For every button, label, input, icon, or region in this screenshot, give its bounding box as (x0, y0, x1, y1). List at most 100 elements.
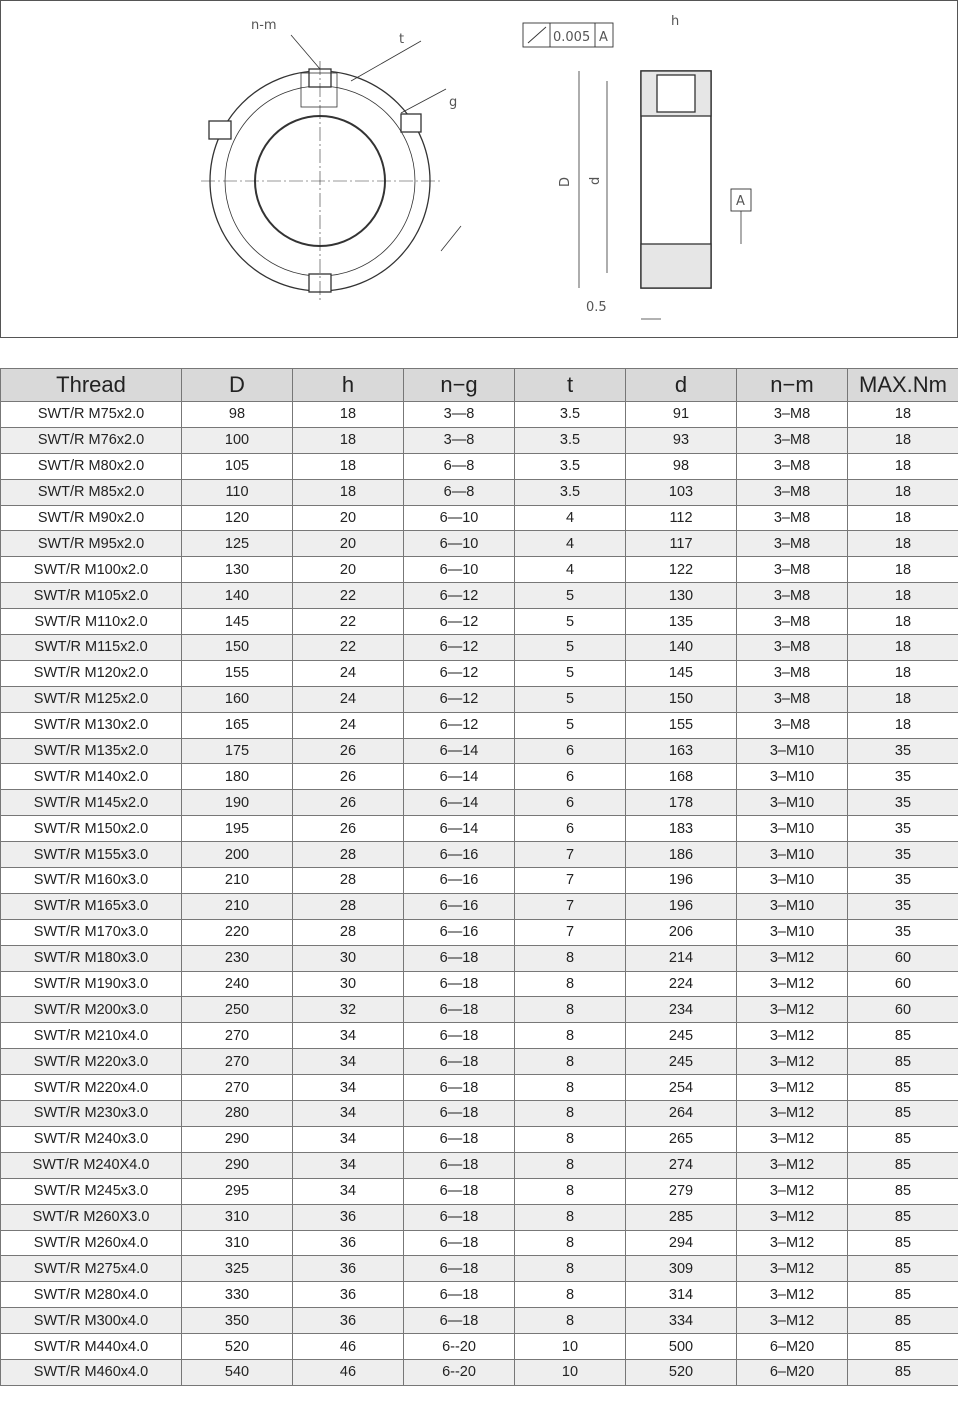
label-d: d (588, 177, 603, 185)
cell-h: 36 (292, 1307, 404, 1335)
cell-max-nm: 85 (847, 1203, 958, 1231)
cell-thread: SWT/R M280x4.0 (0, 1281, 182, 1309)
cell-thread: SWT/R M135x2.0 (0, 737, 182, 765)
table-row: SWT/R M220x4.0 270 34 6—18 8 254 3–M12 85 (0, 1074, 958, 1102)
cell-t: 10 (514, 1358, 626, 1386)
table-row: SWT/R M120x2.0 155 24 6—12 5 145 3–M8 18 (0, 659, 958, 687)
cell-D: 120 (181, 504, 293, 532)
cell-thread: SWT/R M130x2.0 (0, 711, 182, 739)
cell-thread: SWT/R M80x2.0 (0, 452, 182, 480)
column-header-h: h (292, 368, 404, 402)
cell-t: 5 (514, 659, 626, 687)
cell-t: 6 (514, 815, 626, 843)
cell-h: 26 (292, 763, 404, 791)
table-row: SWT/R M150x2.0 195 26 6—14 6 183 3–M10 35 (0, 815, 958, 843)
cell-D: 200 (181, 841, 293, 869)
cell-D: 100 (181, 426, 293, 454)
cell-max-nm: 18 (847, 685, 958, 713)
cell-d: 214 (625, 944, 737, 972)
cell-n-g: 6--20 (403, 1333, 515, 1360)
label-datum: A (599, 30, 608, 45)
cell-d: 168 (625, 763, 737, 791)
table-row: SWT/R M100x2.0 130 20 6—10 4 122 3–M8 18 (0, 556, 958, 584)
lock-nut-drawing: n-m t g 0.005 A h D d 0.5 A (201, 14, 752, 320)
cell-max-nm: 35 (847, 867, 958, 894)
cell-n-g: 6—10 (403, 504, 515, 532)
cell-thread: SWT/R M115x2.0 (0, 634, 182, 661)
cell-max-nm: 85 (847, 1048, 958, 1076)
cell-n-g: 6—18 (403, 944, 515, 972)
cell-d: 145 (625, 659, 737, 687)
cell-n-g: 6—18 (403, 1022, 515, 1050)
table-row: SWT/R M230x3.0 280 34 6—18 8 264 3–M12 85 (0, 1100, 958, 1127)
cell-D: 280 (181, 1100, 293, 1127)
cell-t: 5 (514, 685, 626, 713)
cell-thread: SWT/R M95x2.0 (0, 530, 182, 558)
cell-n-g: 3—8 (403, 426, 515, 454)
front-view (201, 34, 462, 301)
table-row: SWT/R M200x3.0 250 32 6—18 8 234 3–M12 60 (0, 996, 958, 1024)
cell-D: 270 (181, 1048, 293, 1076)
cell-d: 155 (625, 711, 737, 739)
cell-h: 36 (292, 1281, 404, 1309)
cell-thread: SWT/R M75x2.0 (0, 401, 182, 428)
technical-drawing: n-m t g 0.005 A h D d 0.5 A (0, 0, 958, 338)
cell-thread: SWT/R M85x2.0 (0, 478, 182, 506)
cell-n-g: 6—8 (403, 452, 515, 480)
cell-d: 245 (625, 1048, 737, 1076)
table-row: SWT/R M90x2.0 120 20 6—10 4 112 3–M8 18 (0, 504, 958, 532)
cell-max-nm: 18 (847, 659, 958, 687)
label-D: D (558, 177, 573, 187)
cell-D: 540 (181, 1358, 293, 1386)
cell-D: 190 (181, 789, 293, 817)
cell-t: 7 (514, 841, 626, 869)
cell-D: 125 (181, 530, 293, 558)
cell-h: 26 (292, 737, 404, 765)
cell-n-g: 6—12 (403, 659, 515, 687)
cell-d: 314 (625, 1281, 737, 1309)
cell-d: 91 (625, 401, 737, 428)
cell-d: 98 (625, 452, 737, 480)
cell-n-g: 6—10 (403, 530, 515, 558)
cell-D: 130 (181, 556, 293, 584)
cell-d: 112 (625, 504, 737, 532)
cell-h: 28 (292, 892, 404, 920)
cell-d: 122 (625, 556, 737, 584)
cell-thread: SWT/R M145x2.0 (0, 789, 182, 817)
cell-n-g: 3—8 (403, 401, 515, 428)
table-row: SWT/R M155x3.0 200 28 6—16 7 186 3–M10 35 (0, 841, 958, 869)
cell-n-m: 3–M8 (736, 556, 848, 584)
table-row: SWT/R M165x3.0 210 28 6—16 7 196 3–M10 35 (0, 892, 958, 920)
cell-max-nm: 85 (847, 1255, 958, 1283)
cell-thread: SWT/R M120x2.0 (0, 659, 182, 687)
cell-D: 180 (181, 763, 293, 791)
cell-n-g: 6—12 (403, 634, 515, 661)
cell-D: 150 (181, 634, 293, 661)
table-row: SWT/R M300x4.0 350 36 6—18 8 334 3–M12 85 (0, 1307, 958, 1335)
cell-thread: SWT/R M275x4.0 (0, 1255, 182, 1283)
cell-thread: SWT/R M300x4.0 (0, 1307, 182, 1335)
cell-h: 34 (292, 1177, 404, 1205)
cell-n-m: 3–M12 (736, 970, 848, 998)
cell-n-g: 6—12 (403, 685, 515, 713)
cell-thread: SWT/R M155x3.0 (0, 841, 182, 869)
cell-d: 500 (625, 1333, 737, 1360)
cell-n-g: 6—12 (403, 582, 515, 610)
cell-max-nm: 35 (847, 815, 958, 843)
cell-n-g: 6—18 (403, 1307, 515, 1335)
cell-max-nm: 85 (847, 1281, 958, 1309)
cell-d: 178 (625, 789, 737, 817)
cell-thread: SWT/R M260x4.0 (0, 1229, 182, 1257)
table-row: SWT/R M76x2.0 100 18 3—8 3.5 93 3–M8 18 (0, 426, 958, 454)
cell-d: 234 (625, 996, 737, 1024)
cell-max-nm: 85 (847, 1100, 958, 1127)
cell-d: 254 (625, 1074, 737, 1102)
cell-D: 140 (181, 582, 293, 610)
table-row: SWT/R M170x3.0 220 28 6—16 7 206 3–M10 35 (0, 918, 958, 946)
label-h: h (671, 14, 679, 29)
table-row: SWT/R M190x3.0 240 30 6—18 8 224 3–M12 60 (0, 970, 958, 998)
label-g: g (449, 95, 457, 110)
cell-h: 30 (292, 970, 404, 998)
cell-n-m: 3–M12 (736, 1229, 848, 1257)
